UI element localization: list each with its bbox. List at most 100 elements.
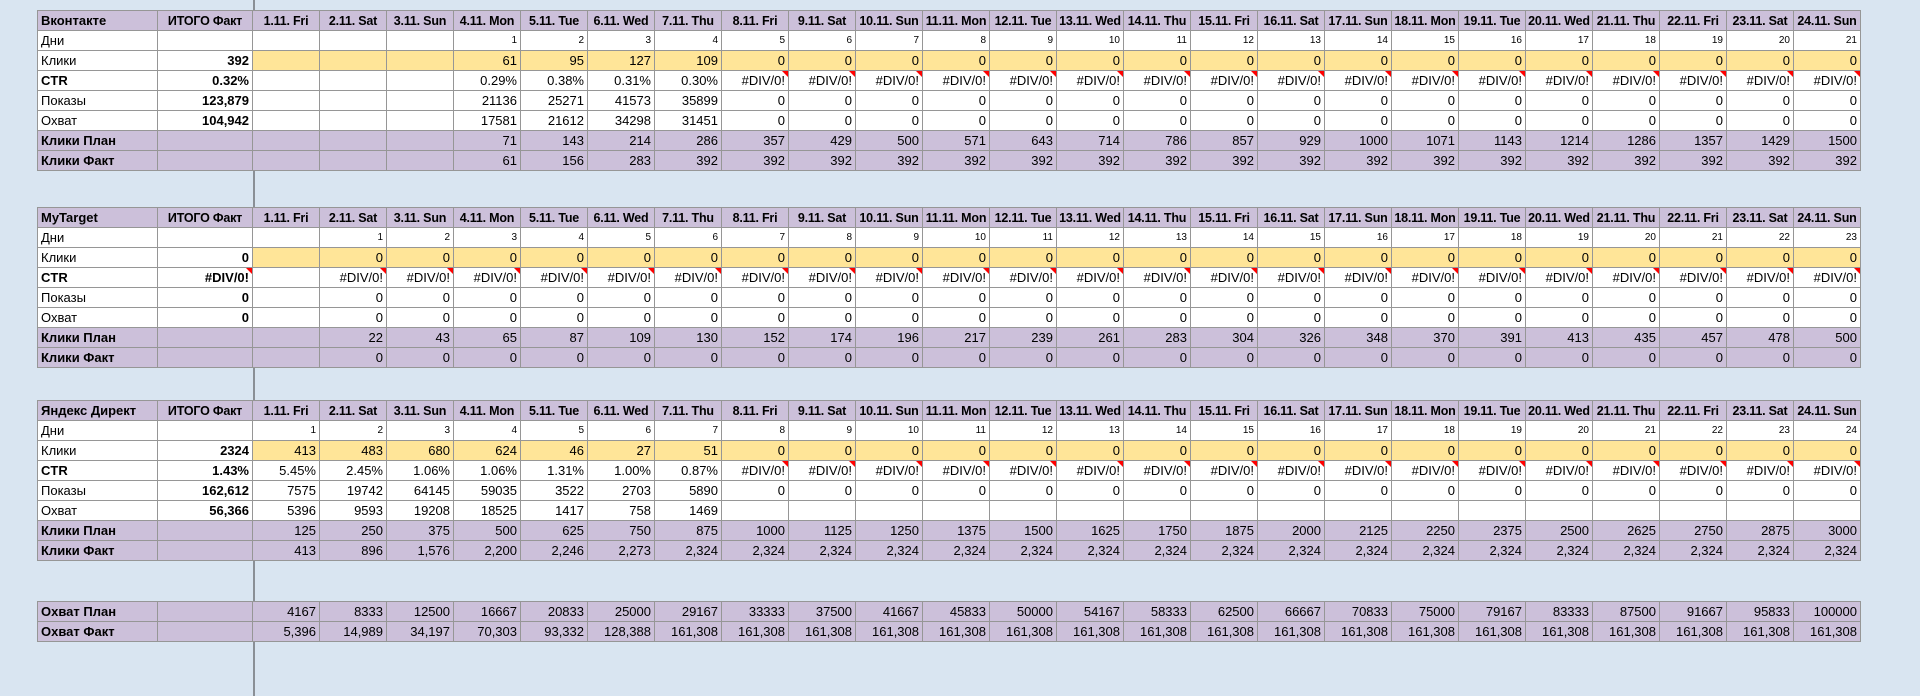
cell[interactable]: 357 bbox=[721, 130, 789, 151]
cell[interactable]: 1125 bbox=[788, 520, 856, 541]
cell[interactable]: 0 bbox=[1525, 480, 1593, 501]
cell[interactable]: 0 bbox=[1793, 440, 1861, 461]
cell[interactable]: #DIV/0! bbox=[1592, 267, 1660, 288]
cell[interactable]: 27 bbox=[587, 440, 655, 461]
cell[interactable]: 392 bbox=[1324, 150, 1392, 171]
cell[interactable]: 87 bbox=[520, 327, 588, 348]
cell[interactable]: 62500 bbox=[1190, 601, 1258, 622]
cell[interactable]: 1469 bbox=[654, 500, 722, 521]
cell[interactable]: 0 bbox=[1659, 480, 1727, 501]
totals-column-header[interactable]: ИТОГО Факт bbox=[157, 207, 253, 228]
cell[interactable] bbox=[319, 130, 387, 151]
cell[interactable]: 0 bbox=[453, 307, 521, 328]
cell[interactable]: 0 bbox=[1793, 347, 1861, 368]
cell[interactable]: 1 bbox=[252, 420, 320, 441]
cell[interactable]: #DIV/0! bbox=[1458, 267, 1526, 288]
cell[interactable]: 0 bbox=[1525, 90, 1593, 111]
cell[interactable]: 392 bbox=[1793, 150, 1861, 171]
cell[interactable]: #DIV/0! bbox=[788, 460, 856, 481]
cell[interactable]: 392 bbox=[855, 150, 923, 171]
cell[interactable] bbox=[252, 70, 320, 91]
cell[interactable]: 2,324 bbox=[1458, 540, 1526, 561]
date-column-header[interactable]: 21.11. Thu bbox=[1592, 400, 1660, 421]
date-column-header[interactable]: 14.11. Thu bbox=[1123, 207, 1191, 228]
cell[interactable]: 127 bbox=[587, 50, 655, 71]
cell[interactable]: 0 bbox=[1592, 347, 1660, 368]
cell[interactable]: 13 bbox=[1056, 420, 1124, 441]
cell[interactable]: 0 bbox=[1793, 480, 1861, 501]
cell[interactable]: 3 bbox=[386, 420, 454, 441]
cell[interactable]: 0 bbox=[1324, 110, 1392, 131]
totals-column-header[interactable]: ИТОГО Факт bbox=[157, 10, 253, 31]
cell[interactable]: 0 bbox=[520, 287, 588, 308]
cell[interactable]: 2,324 bbox=[1659, 540, 1727, 561]
cell[interactable]: 786 bbox=[1123, 130, 1191, 151]
cell[interactable]: 0 bbox=[1190, 287, 1258, 308]
cell[interactable]: 25271 bbox=[520, 90, 588, 111]
cell[interactable]: #DIV/0! bbox=[453, 267, 521, 288]
cell[interactable]: #DIV/0! bbox=[1257, 70, 1325, 91]
cell[interactable]: #DIV/0! bbox=[1793, 267, 1861, 288]
cell[interactable]: 2,324 bbox=[1793, 540, 1861, 561]
cell[interactable]: 0 bbox=[1123, 307, 1191, 328]
cell[interactable]: #DIV/0! bbox=[1257, 267, 1325, 288]
cell[interactable]: #DIV/0! bbox=[922, 267, 990, 288]
cell[interactable]: 95833 bbox=[1726, 601, 1794, 622]
date-column-header[interactable]: 22.11. Fri bbox=[1659, 207, 1727, 228]
cell[interactable] bbox=[386, 70, 454, 91]
cell[interactable]: 2 bbox=[386, 227, 454, 248]
row-label[interactable]: Клики bbox=[37, 50, 158, 71]
cell[interactable]: 66667 bbox=[1257, 601, 1325, 622]
cell[interactable] bbox=[989, 500, 1057, 521]
cell[interactable]: #DIV/0! bbox=[855, 70, 923, 91]
cell[interactable] bbox=[855, 500, 923, 521]
cell[interactable]: 0 bbox=[1726, 480, 1794, 501]
cell[interactable]: 75000 bbox=[1391, 601, 1459, 622]
cell[interactable]: 17 bbox=[1391, 227, 1459, 248]
cell[interactable]: 14,989 bbox=[319, 621, 387, 642]
cell[interactable]: 1 bbox=[319, 227, 387, 248]
cell[interactable]: 0 bbox=[721, 347, 789, 368]
cell[interactable]: #DIV/0! bbox=[1123, 70, 1191, 91]
cell[interactable]: 9 bbox=[989, 30, 1057, 51]
cell[interactable] bbox=[319, 150, 387, 171]
date-column-header[interactable]: 9.11. Sat bbox=[788, 207, 856, 228]
cell[interactable]: 0.29% bbox=[453, 70, 521, 91]
cell[interactable]: 392 bbox=[989, 150, 1057, 171]
cell[interactable]: 4 bbox=[654, 30, 722, 51]
cell[interactable]: 0 bbox=[721, 90, 789, 111]
cell[interactable]: 24 bbox=[1793, 420, 1861, 441]
cell[interactable]: 2625 bbox=[1592, 520, 1660, 541]
cell[interactable]: 0 bbox=[1726, 90, 1794, 111]
cell[interactable]: 161,308 bbox=[1257, 621, 1325, 642]
date-column-header[interactable]: 11.11. Mon bbox=[922, 400, 990, 421]
cell[interactable]: 19 bbox=[1525, 227, 1593, 248]
total-cell[interactable] bbox=[157, 420, 253, 441]
cell[interactable]: 0 bbox=[1056, 480, 1124, 501]
cell[interactable]: 0 bbox=[587, 247, 655, 268]
cell[interactable] bbox=[252, 150, 320, 171]
cell[interactable]: 392 bbox=[1726, 150, 1794, 171]
cell[interactable] bbox=[252, 130, 320, 151]
cell[interactable]: 0 bbox=[721, 307, 789, 328]
cell[interactable]: 2,324 bbox=[1123, 540, 1191, 561]
cell[interactable]: 370 bbox=[1391, 327, 1459, 348]
total-cell[interactable] bbox=[157, 130, 253, 151]
cell[interactable] bbox=[319, 70, 387, 91]
cell[interactable]: 2750 bbox=[1659, 520, 1727, 541]
cell[interactable]: 161,308 bbox=[1525, 621, 1593, 642]
date-column-header[interactable]: 22.11. Fri bbox=[1659, 400, 1727, 421]
cell[interactable]: 392 bbox=[1525, 150, 1593, 171]
cell[interactable]: 2,324 bbox=[788, 540, 856, 561]
date-column-header[interactable]: 12.11. Tue bbox=[989, 400, 1057, 421]
cell[interactable]: 9593 bbox=[319, 500, 387, 521]
cell[interactable]: 0 bbox=[1257, 247, 1325, 268]
cell[interactable]: 1750 bbox=[1123, 520, 1191, 541]
cell[interactable]: 0 bbox=[1056, 287, 1124, 308]
date-column-header[interactable]: 18.11. Mon bbox=[1391, 400, 1459, 421]
cell[interactable]: 161,308 bbox=[1391, 621, 1459, 642]
cell[interactable]: 20 bbox=[1525, 420, 1593, 441]
date-column-header[interactable]: 8.11. Fri bbox=[721, 10, 789, 31]
cell[interactable]: 1143 bbox=[1458, 130, 1526, 151]
cell[interactable]: #DIV/0! bbox=[1793, 460, 1861, 481]
